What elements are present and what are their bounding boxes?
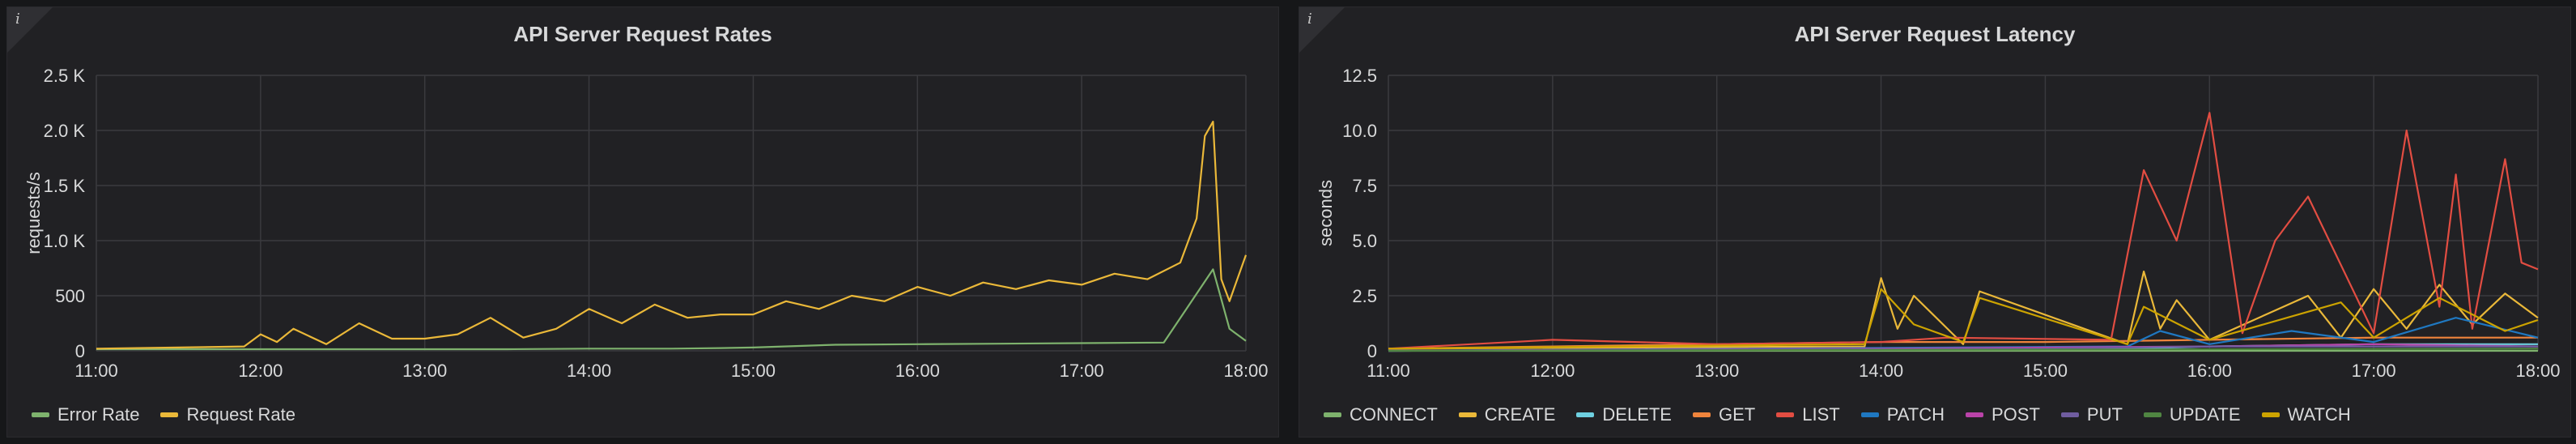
legend-label: CONNECT [1350,404,1438,425]
request-latency-chart[interactable]: 0 2.5 5.0 7.5 10.0 12.5 11:00 12:00 13:00 14:00 15… [1299,7,2572,396]
y-tick-label: 7.5 [1352,176,1377,196]
panel-info-corner[interactable] [7,7,53,53]
legend-swatch [1458,412,1477,417]
x-tick-label: 12:00 [1530,361,1575,381]
legend-swatch [1576,412,1595,417]
legend-item[interactable]: PATCH [1860,404,1945,425]
legend-item[interactable]: WATCH [2261,404,2351,425]
y-tick-label: 1.5 K [44,176,86,196]
legend-swatch [160,412,179,417]
x-tick-label: 11:00 [74,361,117,381]
y-axis-label: requests/s [23,172,44,254]
x-tick-label: 11:00 [1367,361,1409,381]
legend-swatch [1776,412,1795,417]
request-rates-panel: i API Server Request Rates 0 500 1.0 K 1.5 … [6,6,1279,438]
x-tick-label: 15:00 [731,361,776,381]
y-tick-label: 1.0 K [44,231,86,251]
request-rates-chart[interactable]: 0 500 1.0 K 1.5 K 2.0 K 2.5 K 11:00 12:00 13:00 1… [7,7,1280,396]
y-tick-label: 10.0 [1342,121,1377,141]
legend-label: CREATE [1484,404,1556,425]
legend-item[interactable]: POST [1965,404,2040,425]
legend-swatch [2060,412,2079,417]
series-line-request-rate [96,121,1248,350]
legend-label: Error Rate [57,404,140,425]
x-tick-label: 15:00 [2023,361,2068,381]
legend-swatch [32,412,49,417]
x-tick-label: 17:00 [2352,361,2396,381]
legend-swatch [1692,412,1711,417]
legend-swatch [2261,412,2280,417]
series-line-update [1388,348,2539,352]
x-tick-label: 13:00 [402,361,447,381]
y-tick-label: 0 [1367,341,1377,361]
legend-swatch [1324,412,1341,417]
series-line-list [1388,112,2539,350]
x-tick-label: 14:00 [1859,361,1903,381]
x-tick-label: 14:00 [567,361,611,381]
legend-label: WATCH [2287,404,2351,425]
y-tick-label: 500 [55,286,85,306]
x-tick-label: 17:00 [1060,361,1104,381]
legend-label: PUT [2086,404,2123,425]
legend-item[interactable]: GET [1692,404,1756,425]
y-tick-label: 2.5 K [44,66,86,86]
y-tick-label: 5.0 [1352,231,1377,251]
info-icon[interactable]: i [15,11,20,28]
legend-item[interactable]: CREATE [1458,404,1556,425]
legend-label: LIST [1802,404,1840,425]
series-line-create [1388,271,2539,350]
series-line-patch [1388,317,2539,352]
series-line-error-rate [96,268,1247,351]
x-tick-label: 13:00 [1694,361,1739,381]
legend-item[interactable]: CONNECT [1324,404,1438,425]
y-tick-label: 2.0 K [44,121,86,141]
legend-item[interactable]: Request Rate [160,404,295,425]
x-tick-label: 12:00 [238,361,283,381]
legend-label: PATCH [1886,404,1945,425]
panel-title[interactable]: API Server Request Latency [1794,22,2076,46]
legend-swatch [1860,412,1879,417]
legend-item[interactable]: Error Rate [32,404,139,425]
panel-title[interactable]: API Server Request Rates [513,22,772,46]
legend-swatch [1965,412,1983,417]
x-tick-label: 16:00 [895,361,940,381]
legend-item[interactable]: DELETE [1576,404,1672,425]
chart-legend: Error Rate Request Rate [32,404,295,425]
x-tick-label: 18:00 [1223,361,1268,381]
request-latency-panel: i API Server Request Latency 0 2.5 5.0 7.5 1… [1299,6,2571,438]
legend-item[interactable]: PUT [2060,404,2123,425]
x-tick-label: 16:00 [2187,361,2232,381]
legend-label: DELETE [1602,404,1672,425]
x-tick-label: 18:00 [2515,361,2560,381]
series-line-watch [1388,288,2539,350]
y-axis-label: seconds [1316,180,1336,246]
y-tick-label: 0 [75,341,85,361]
legend-swatch [2143,412,2162,417]
legend-label: UPDATE [2169,404,2241,425]
legend-label: Request Rate [186,404,296,425]
legend-label: GET [1718,404,1756,425]
panel-info-corner[interactable] [1299,7,1345,53]
legend-label: POST [1991,404,2040,425]
legend-item[interactable]: UPDATE [2143,404,2241,425]
y-tick-label: 2.5 [1352,286,1377,306]
y-tick-label: 12.5 [1342,66,1377,86]
chart-legend: CONNECT CREATE DELETE GET LIST PATCH POST PUT UP… [1324,404,2351,425]
legend-item[interactable]: LIST [1776,404,1840,425]
info-icon[interactable]: i [1307,11,1312,28]
